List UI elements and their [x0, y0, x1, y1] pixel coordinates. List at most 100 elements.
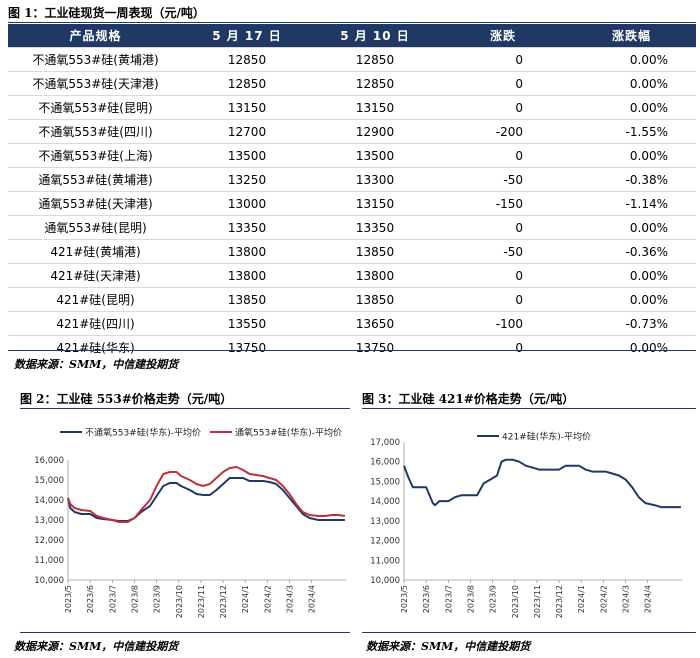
cell-product: 不通氧553#硅(上海): [8, 143, 183, 168]
x-tick-label: 2023/6: [422, 585, 431, 613]
chart-553-price: 10,000 11,000 12,000 13,000 14,000 15,000 16,0…: [34, 427, 346, 618]
figure3-title: 图 3：工业硅 421#价格走势（元/吨）: [362, 392, 575, 406]
cell-change: 0: [439, 143, 567, 168]
x-tick-label: 2023/5: [64, 585, 73, 613]
figure2-top-rule: [20, 408, 350, 409]
cell-change-pct: 0.00%: [567, 215, 696, 240]
cell-may17: 12700: [183, 119, 311, 144]
cell-product: 不通氧553#硅(天津港): [8, 71, 183, 96]
cell-change-pct: 0.00%: [567, 71, 696, 96]
x-tick-label: 2023/11: [197, 585, 206, 618]
y-tick-label: 15,000: [34, 476, 64, 486]
cell-may17: 12850: [183, 71, 311, 96]
x-tick-label: 2023/10: [511, 585, 520, 618]
cell-may10: 12900: [311, 119, 439, 144]
x-tick-label: 2023/11: [533, 585, 542, 618]
x-tick-label: 2024/1: [241, 585, 250, 613]
cell-may10: 13850: [311, 239, 439, 264]
y-tick-label: 12,000: [370, 537, 400, 547]
cell-may17: 13350: [183, 215, 311, 240]
y-tick-label: 16,000: [370, 458, 400, 468]
cell-may10: 12850: [311, 71, 439, 96]
cell-change: 0: [439, 263, 567, 288]
legend-label-0: 421#硅(华东)-平均价: [502, 431, 591, 443]
table-row: 不通氧553#硅(昆明) 13150 13150 0 0.00%: [8, 95, 696, 120]
cell-change-pct: -1.14%: [567, 191, 696, 216]
cell-may10: 13150: [311, 191, 439, 216]
cell-change: 0: [439, 71, 567, 96]
table-row: 421#硅(昆明) 13850 13850 0 0.00%: [8, 287, 696, 312]
header-change: 涨跌: [439, 24, 567, 48]
cell-change-pct: -1.55%: [567, 119, 696, 144]
cell-change: 0: [439, 215, 567, 240]
spot-price-table: 产品规格 5 月 17 日 5 月 10 日 涨跌 涨跌幅 不通氧553#硅(黄…: [8, 24, 696, 359]
y-tick-label: 10,000: [34, 576, 64, 586]
y-tick-label: 11,000: [34, 556, 64, 566]
series-line-0: [403, 458, 681, 509]
cell-change: 0: [439, 95, 567, 120]
cell-product: 421#硅(四川): [8, 311, 183, 336]
legend-label-1: 通氧553#硅(华东)-平均价: [235, 427, 342, 439]
y-tick-label: 16,000: [34, 456, 64, 466]
x-tick-label: 2023/8: [130, 585, 139, 613]
table-row: 通氧553#硅(天津港) 13000 13150 -150 -1.14%: [8, 191, 696, 216]
y-tick-label: 17,000: [370, 438, 400, 448]
cell-change-pct: 0.00%: [567, 335, 696, 359]
table-row: 通氧553#硅(黄埔港) 13250 13300 -50 -0.38%: [8, 167, 696, 192]
cell-may10: 13850: [311, 287, 439, 312]
cell-change-pct: -0.36%: [567, 239, 696, 264]
cell-may17: 12850: [183, 47, 311, 72]
cell-may17: 13800: [183, 263, 311, 288]
cell-may10: 13750: [311, 335, 439, 359]
cell-change: 0: [439, 287, 567, 312]
table-row: 不通氧553#硅(黄埔港) 12850 12850 0 0.00%: [8, 47, 696, 72]
x-tick-label: 2023/9: [153, 585, 162, 613]
figure2-title: 图 2：工业硅 553#价格走势（元/吨）: [20, 392, 233, 406]
cell-may10: 13650: [311, 311, 439, 336]
cell-product: 不通氧553#硅(黄埔港): [8, 47, 183, 72]
x-tick-label: 2023/12: [555, 585, 564, 618]
series-line-1: [67, 466, 346, 523]
cell-change-pct: 0.00%: [567, 143, 696, 168]
table-row: 不通氧553#硅(四川) 12700 12900 -200 -1.55%: [8, 119, 696, 144]
x-tick-label: 2023/8: [466, 585, 475, 613]
cell-change: -150: [439, 191, 567, 216]
figure2-bottom-rule: [20, 632, 350, 633]
figure3-source: 数据来源：SMM，中信建投期货: [366, 640, 531, 653]
x-tick-label: 2024/4: [308, 585, 317, 613]
cell-change: 0: [439, 335, 567, 359]
figure1-title: 图 1：工业硅现货一周表现（元/吨）: [8, 6, 205, 20]
cell-may17: 13150: [183, 95, 311, 120]
y-tick-label: 14,000: [370, 497, 400, 507]
cell-change: 0: [439, 47, 567, 72]
cell-product: 不通氧553#硅(四川): [8, 119, 183, 144]
cell-product: 通氧553#硅(黄埔港): [8, 167, 183, 192]
cell-product: 421#硅(黄埔港): [8, 239, 183, 264]
cell-product: 通氧553#硅(昆明): [8, 215, 183, 240]
x-tick-label: 2023/7: [444, 585, 453, 613]
x-tick-label: 2024/2: [263, 585, 272, 613]
cell-may17: 13500: [183, 143, 311, 168]
cell-may10: 13150: [311, 95, 439, 120]
cell-change-pct: 0.00%: [567, 95, 696, 120]
table-row: 421#硅(黄埔港) 13800 13850 -50 -0.36%: [8, 239, 696, 264]
y-tick-label: 13,000: [370, 517, 400, 527]
cell-product: 通氧553#硅(天津港): [8, 191, 183, 216]
cell-change-pct: 0.00%: [567, 263, 696, 288]
cell-may17: 13800: [183, 239, 311, 264]
cell-may10: 13800: [311, 263, 439, 288]
table-header-row: 产品规格 5 月 17 日 5 月 10 日 涨跌 涨跌幅: [8, 24, 696, 48]
cell-may17: 13250: [183, 167, 311, 192]
x-tick-label: 2023/10: [175, 585, 184, 618]
cell-change: -50: [439, 239, 567, 264]
y-tick-label: 12,000: [34, 536, 64, 546]
cell-change-pct: 0.00%: [567, 47, 696, 72]
figure3-bottom-rule: [362, 632, 696, 633]
x-tick-label: 2024/3: [286, 585, 295, 613]
legend-label-0: 不通氧553#硅(华东)-平均价: [85, 427, 201, 439]
cell-may17: 13000: [183, 191, 311, 216]
cell-may10: 13350: [311, 215, 439, 240]
y-tick-label: 14,000: [34, 496, 64, 506]
figure1-bottom-rule: [8, 350, 696, 351]
x-tick-label: 2023/9: [489, 585, 498, 613]
